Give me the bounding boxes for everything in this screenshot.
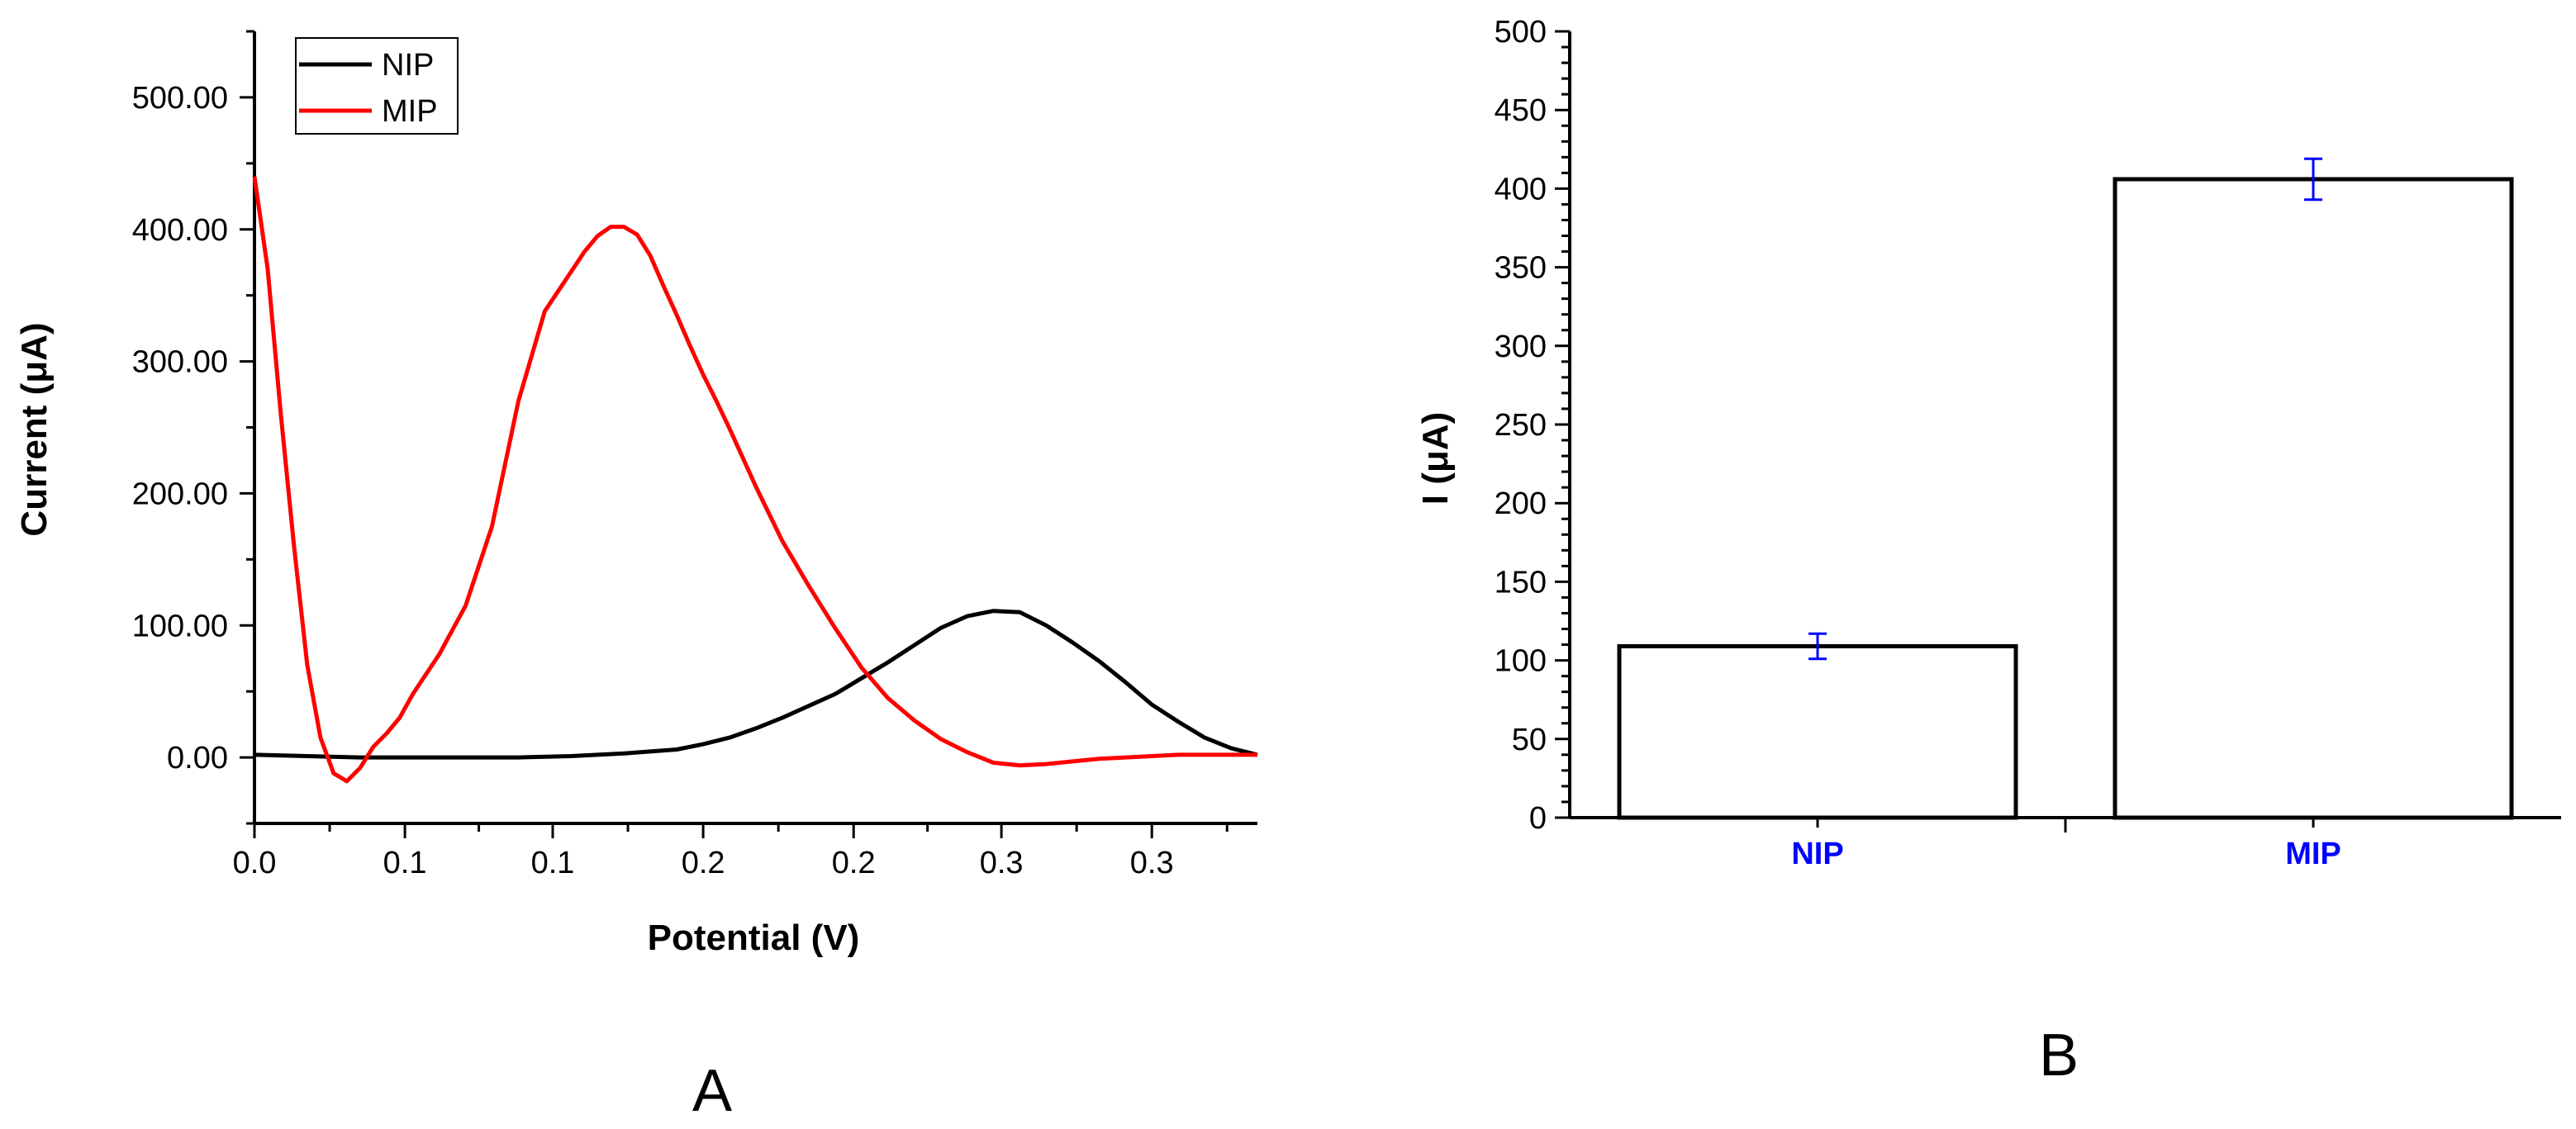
legend-label-nip: NIP bbox=[382, 48, 434, 83]
series-line-nip bbox=[254, 609, 1258, 760]
panel-a-x-tick-label: 0.3 bbox=[980, 846, 1024, 880]
panel-b-y-tick-label: 450 bbox=[1495, 93, 1547, 128]
panel-b-y-tick-label: 250 bbox=[1495, 408, 1547, 443]
panel-b-y-tick-label: 100 bbox=[1495, 644, 1547, 679]
panel-a-y-tick-label: 300.00 bbox=[132, 345, 228, 380]
panel-b-y-tick-label: 50 bbox=[1512, 723, 1547, 757]
panel-a-x-tick-label: 0.0 bbox=[233, 846, 277, 880]
panel-b-y-tick-label: 500 bbox=[1495, 15, 1547, 50]
panel-a-y-tick-label: 200.00 bbox=[132, 477, 228, 511]
panel-a-series bbox=[252, 176, 1258, 784]
panel-a-x-tick-label: 0.1 bbox=[383, 846, 427, 880]
panel-a-y-tick-label: 0.00 bbox=[167, 741, 228, 776]
panel-b-y-axis-title: I (μA) bbox=[1415, 412, 1456, 505]
panel-a-y-tick-label: 100.00 bbox=[132, 609, 228, 643]
panel-b-y-tick-label: 350 bbox=[1495, 251, 1547, 286]
panel-b-y-tick-label: 200 bbox=[1495, 486, 1547, 521]
panel-a-y-tick-label: 400.00 bbox=[132, 213, 228, 248]
panel-b-bar-chart: 0 50 100 150 200 250 300 350 400 450 500 NIP MIP I (… bbox=[1415, 15, 2561, 1089]
panel-a-legend: NIP MIP bbox=[295, 37, 459, 135]
legend-frame bbox=[295, 37, 459, 135]
panel-a-axes: 0.00 100.00 200.00 300.00 400.00 500.00 0.0 0.1… bbox=[132, 30, 1257, 880]
panel-a-x-tick-label: 0.2 bbox=[682, 846, 725, 880]
panel-a-label: A bbox=[692, 1058, 732, 1124]
panel-a-x-axis-title: Potential (V) bbox=[648, 918, 860, 958]
panel-b-y-tick-label: 150 bbox=[1495, 565, 1547, 600]
panel-b-bars bbox=[1617, 157, 2514, 820]
panel-b-y-tick-label: 0 bbox=[1529, 801, 1547, 836]
panel-b-y-tick-label: 300 bbox=[1495, 330, 1547, 364]
panel-a-line-chart: 0.00 100.00 200.00 300.00 400.00 500.00 0.0 0.1… bbox=[14, 30, 1258, 1124]
panel-a-x-tick-label: 0.3 bbox=[1130, 846, 1174, 880]
category-label-mip: MIP bbox=[2285, 837, 2341, 871]
legend-label-mip: MIP bbox=[382, 94, 438, 129]
category-label-nip: NIP bbox=[1791, 837, 1843, 871]
panel-b-label: B bbox=[2039, 1022, 2079, 1089]
panel-a-x-tick-label: 0.1 bbox=[531, 846, 575, 880]
panel-a-y-axis-title: Current (μA) bbox=[14, 322, 55, 536]
panel-a-y-tick-label: 500.00 bbox=[132, 81, 228, 116]
panel-a-x-tick-label: 0.2 bbox=[832, 846, 876, 880]
series-line-mip bbox=[252, 176, 1257, 784]
bar-mip bbox=[2113, 177, 2514, 820]
panel-b-y-tick-label: 400 bbox=[1495, 172, 1547, 206]
bar-nip bbox=[1617, 643, 2018, 820]
